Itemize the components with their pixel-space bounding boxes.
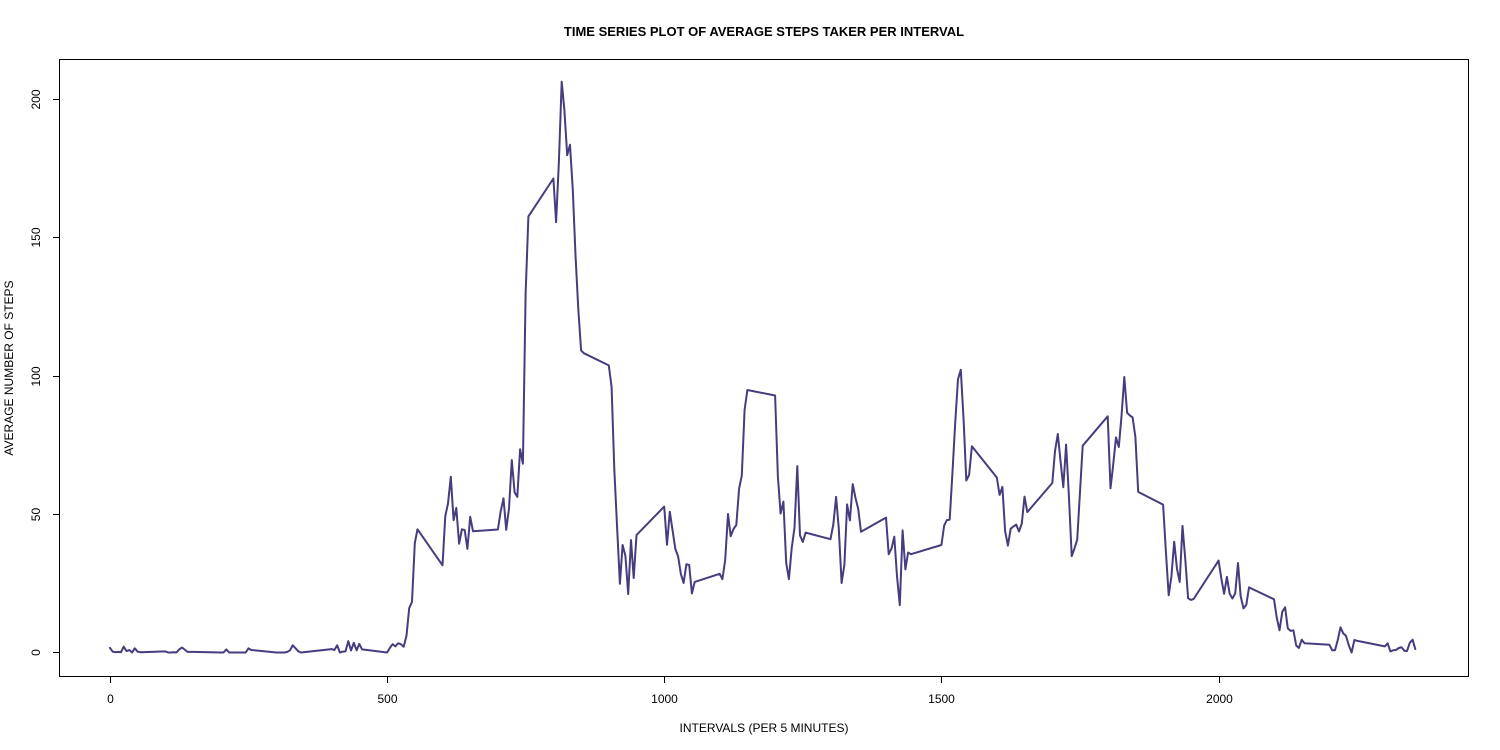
y-axis: 0 50 100 150 200 [29, 89, 60, 656]
x-tick-label: 0 [107, 692, 114, 706]
y-axis-label: AVERAGE NUMBER OF STEPS [2, 280, 16, 455]
x-axis-label: INTERVALS (PER 5 MINUTES) [680, 721, 849, 735]
y-tick-label: 50 [29, 508, 43, 522]
x-tick-label: 500 [377, 692, 397, 706]
y-tick-label: 200 [29, 89, 43, 109]
x-tick-label: 1000 [651, 692, 678, 706]
chart-title: TIME SERIES PLOT OF AVERAGE STEPS TAKER … [564, 24, 964, 39]
y-tick-label: 100 [29, 366, 43, 386]
series-group [108, 80, 1417, 654]
y-tick-label: 0 [29, 649, 43, 656]
x-tick-label: 1500 [928, 692, 955, 706]
series-line [108, 80, 1417, 654]
y-tick-label: 150 [29, 227, 43, 247]
plot-frame [59, 59, 1469, 677]
x-tick-label: 2000 [1206, 692, 1233, 706]
x-axis: 0 500 1000 1500 2000 [107, 676, 1233, 706]
